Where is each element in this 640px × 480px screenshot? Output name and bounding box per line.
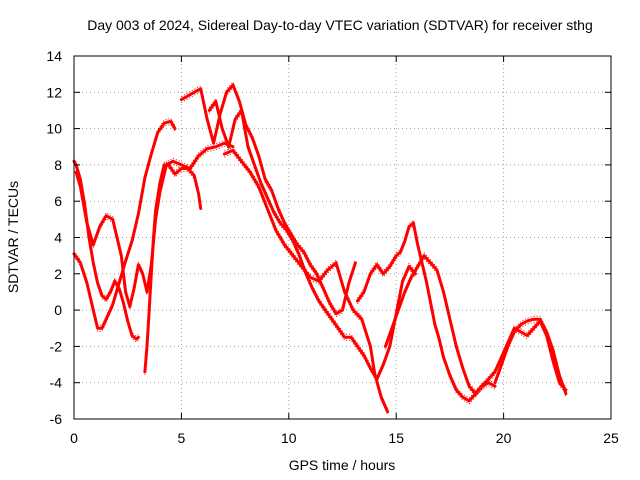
series-trace-h-markers	[357, 219, 496, 399]
x-tick-label: 5	[178, 430, 186, 446]
series-trace-a-markers	[73, 158, 139, 337]
series-trace-c	[74, 141, 235, 308]
series-trace-d-markers-lower	[144, 167, 202, 375]
y-tick-label: -4	[50, 375, 63, 391]
series-trace-e-markers-lower	[181, 87, 356, 318]
series-trace-h	[356, 221, 497, 403]
y-tick-label: 2	[54, 266, 62, 282]
series-trace-i	[384, 254, 568, 396]
series-trace-f	[207, 99, 417, 381]
series-trace-i-markers-lower	[385, 257, 567, 398]
x-tick-label: 10	[281, 430, 297, 446]
series-trace-g-markers	[224, 146, 389, 409]
y-axis-label: SDTVAR / TECUs	[5, 181, 21, 293]
y-tick-label: 6	[54, 193, 62, 209]
y-tick-label: -2	[50, 338, 63, 354]
y-tick-label: 14	[46, 48, 62, 64]
y-tick-label: 8	[54, 157, 62, 173]
x-tick-label: 15	[388, 430, 404, 446]
x-axis-label: GPS time / hours	[289, 457, 396, 473]
series-trace-b	[72, 119, 177, 330]
y-tick-label: 10	[46, 121, 62, 137]
series-trace-c-markers	[75, 139, 234, 306]
series-trace-f-markers	[208, 97, 416, 378]
series-trace-g-markers-lower	[224, 152, 389, 415]
series-trace-d	[143, 163, 203, 374]
axis-ticks: 0 5 10 15 20 25 -6 -4 -2 0 2 4 6 8 10 12 14	[46, 48, 619, 446]
series-trace-j	[493, 317, 568, 396]
chart-title: Day 003 of 2024, Sidereal Day-to-day VTE…	[87, 17, 593, 33]
y-tick-label: 0	[54, 302, 62, 318]
y-tick-label: 4	[54, 230, 62, 246]
series-trace-h-markers-lower	[357, 225, 496, 405]
series-trace-e	[179, 83, 357, 316]
x-tick-label: 20	[496, 430, 512, 446]
series-trace-e-markers	[181, 81, 356, 312]
series-trace-g	[222, 148, 390, 414]
series-trace-f-markers-lower	[208, 103, 416, 384]
x-tick-label: 0	[70, 430, 78, 446]
x-tick-label: 25	[603, 430, 619, 446]
y-tick-label: 12	[46, 84, 62, 100]
series-trace-c-markers-lower	[75, 145, 234, 312]
data-series	[72, 81, 568, 415]
y-tick-label: -6	[50, 411, 63, 427]
